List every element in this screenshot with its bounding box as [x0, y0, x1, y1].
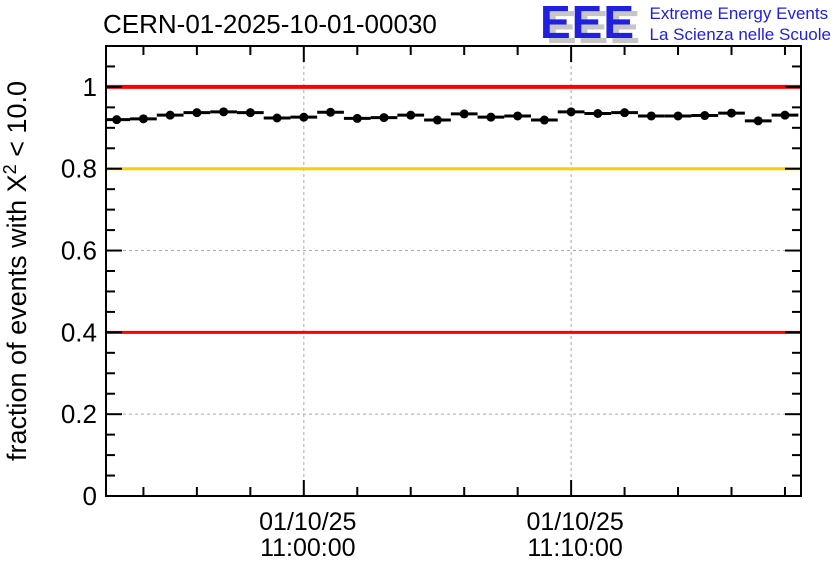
data-point-marker	[753, 116, 763, 126]
data-point-marker	[352, 113, 362, 123]
y-tick-label: 0	[83, 481, 97, 511]
data-point-marker	[432, 115, 442, 125]
axis-ticks	[106, 45, 801, 497]
data-point-marker	[700, 111, 710, 121]
data-point-marker	[299, 112, 309, 122]
logo-line-2: La Scienza nelle Scuole	[649, 25, 831, 44]
reference-lines	[107, 84, 800, 334]
y-tick-label: 0.4	[61, 317, 97, 347]
data-point-marker	[513, 111, 523, 121]
data-series	[107, 107, 799, 126]
eee-logo: EEE Extreme Energy Events La Scienza nel…	[540, 0, 831, 45]
data-point-marker	[379, 113, 389, 123]
data-point-marker	[326, 107, 336, 117]
data-point-marker	[272, 113, 282, 123]
x-tick-label: 01/10/25	[526, 508, 623, 536]
data-point-marker	[673, 111, 683, 121]
data-point-marker	[406, 110, 416, 120]
data-point-marker	[539, 115, 549, 125]
x-tick-label: 11:10:00	[527, 534, 622, 562]
data-point-marker	[593, 109, 603, 118]
data-point-marker	[138, 114, 148, 124]
data-point-marker	[646, 111, 656, 121]
plot-title: CERN-01-2025-10-01-00030	[103, 9, 437, 39]
y-axis-title: fraction of events with X2 < 10.0	[0, 81, 32, 461]
y-tick-label: 0.6	[61, 236, 97, 266]
data-point-marker	[620, 108, 630, 118]
y-tick-label: 1	[83, 72, 97, 102]
data-point-marker	[219, 107, 229, 117]
data-point-marker	[566, 107, 576, 117]
data-point-marker	[192, 108, 202, 118]
data-point-marker	[727, 108, 736, 118]
logo-line-1: Extreme Energy Events	[649, 4, 829, 23]
y-tick-label: 0.8	[61, 154, 97, 184]
x-tick-label: 01/10/25	[259, 508, 356, 536]
data-point-marker	[780, 110, 790, 120]
data-point-marker	[165, 110, 175, 120]
x-tick-label: 11:00:00	[260, 534, 355, 562]
data-point-marker	[459, 109, 469, 119]
eee-logo-text: Extreme Energy Events La Scienza nelle S…	[650, 3, 831, 45]
data-point-marker	[486, 112, 496, 122]
y-tick-label: 0.2	[61, 399, 97, 429]
y-tick-labels: 0 0.2 0.4 0.6 0.8 1	[61, 72, 97, 511]
data-point-marker	[112, 115, 122, 125]
data-point-marker	[245, 108, 255, 118]
eee-logo-acronym: EEE	[540, 0, 636, 48]
